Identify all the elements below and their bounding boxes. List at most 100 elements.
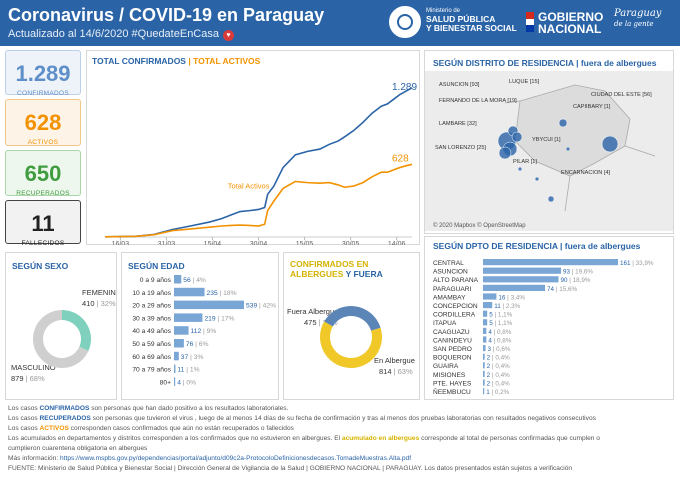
district-dot xyxy=(565,146,571,152)
fuera-slice xyxy=(324,306,381,331)
edad-bar xyxy=(174,275,182,284)
edad-bar xyxy=(174,300,244,310)
edad-sep: | xyxy=(181,379,186,386)
edad-bar-chart: 0 a 9 años 56 | 4% 10 a 19 años 235 | 18% 20… xyxy=(132,275,276,386)
dpto-value: 4 | 0,8% xyxy=(488,337,511,344)
heart-icon: ♥ xyxy=(223,30,234,41)
dpto-sep: | xyxy=(501,303,506,310)
note-recuperados: Los casos RECUPERADOS son personas que t… xyxy=(8,414,678,424)
fuera-label: Fuera Albergue xyxy=(287,307,338,316)
note-text: Los casos xyxy=(8,425,40,432)
femenino-value: 410 xyxy=(82,299,95,308)
fallecidos-value: 11 xyxy=(31,211,55,236)
page-title: Coronavirus / COVID-19 en Paraguay xyxy=(8,5,325,25)
card-recuperados: 650 RECUPERADOS xyxy=(5,150,81,197)
edad-pct: 6% xyxy=(199,341,209,348)
x-tick-label: 30/05 xyxy=(342,241,360,245)
activos-value: 628 xyxy=(24,110,62,135)
edad-count: 11 xyxy=(177,367,184,374)
note-text: cumplieron cuarentena obligatoria en alb… xyxy=(8,445,148,452)
dpto-sep: | xyxy=(492,337,497,344)
activos-series-label: Total Activos xyxy=(228,181,270,190)
district-label: SAN LORENZO [25] xyxy=(435,145,486,151)
flag-icon xyxy=(526,12,534,32)
dpto-count: 1 xyxy=(486,389,490,396)
edad-value: 56 | 4% xyxy=(183,277,206,284)
edad-value: 76 | 6% xyxy=(186,341,209,348)
dpto-sep: | xyxy=(490,355,495,362)
dpto-value: 90 | 18,9% xyxy=(560,277,590,284)
dpto-label: ASUNCION xyxy=(433,269,468,276)
fallecidos-label: FALLECIDOS xyxy=(21,240,65,247)
map-borders xyxy=(504,100,656,212)
note-text: son personas que tuvieron el virus , lue… xyxy=(90,415,596,422)
district-label: LAMBARE [32] xyxy=(439,121,477,127)
dpto-label: ALTO PARANA xyxy=(433,277,479,284)
albergue-title-b: ALBERGUES xyxy=(290,269,344,279)
dpto-value: 2 | 0,4% xyxy=(487,380,510,387)
trend-title: TOTAL CONFIRMADOS | TOTAL ACTIVOS xyxy=(92,56,260,66)
activos-end-label: 628 xyxy=(392,153,409,164)
dpto-label: CAAGUAZU xyxy=(433,329,470,336)
trend-title-confirmados: TOTAL CONFIRMADOS xyxy=(92,56,186,66)
edad-label: 10 a 19 años xyxy=(132,290,171,297)
edad-bar xyxy=(174,351,179,361)
dpto-value: 93 | 19,6% xyxy=(563,269,593,276)
dpto-pct: 0,8% xyxy=(497,337,512,344)
dpto-bar-chart: CENTRAL 161 | 33,9%ASUNCION 93 | 19,6%ALTO… xyxy=(433,259,654,396)
note-acumulados-cont: cumplieron cuarentena obligatoria en alb… xyxy=(8,444,678,454)
dpto-value: 1 | 0,2% xyxy=(486,389,509,396)
map-credit: © 2020 Mapbox © OpenStreetMap xyxy=(433,223,526,229)
fuera-value: 475 xyxy=(304,318,317,327)
note-text: Los casos xyxy=(8,405,40,412)
x-tick-label: 15/04 xyxy=(204,241,222,245)
slogan-line2: de la gente xyxy=(614,20,654,28)
note-text: Más información: xyxy=(8,455,61,462)
trend-chart: 1.289 628 Total Activos 16/03 31/03 15/04 3… xyxy=(104,82,417,245)
note-mas-info: Más información: https://www.mspbs.gov.p… xyxy=(8,454,678,464)
dpto-label: PARAGUARI xyxy=(433,286,472,293)
edad-pct: 3% xyxy=(194,354,204,361)
dpto-value: 3 | 0,6% xyxy=(488,346,511,353)
dpto-bar xyxy=(483,345,486,352)
en-albergue-value-line: 814 | 63% xyxy=(379,367,413,376)
dpto-bar xyxy=(483,284,546,291)
masculino-sep: | xyxy=(24,374,30,383)
edad-sep: | xyxy=(191,277,196,284)
slogan-line1: Paraguay xyxy=(614,8,662,19)
x-tick-label: 15/05 xyxy=(296,241,314,245)
dpto-count: 4 xyxy=(488,329,492,336)
dpto-value: 2 | 0,4% xyxy=(487,355,510,362)
ministry-small: Ministerio de xyxy=(426,8,461,14)
edad-bar xyxy=(174,326,189,335)
note-text: corresponden casos confirmados que aún n… xyxy=(68,425,294,432)
dpto-value: 11 | 2,3% xyxy=(494,303,520,310)
dpto-label: MISIONES xyxy=(433,372,466,379)
trend-title-activos: TOTAL ACTIVOS xyxy=(193,56,261,66)
masculino-slice xyxy=(32,310,89,368)
protocol-link[interactable]: https://www.mspbs.gov.py/dependencias/po… xyxy=(60,455,412,462)
confirmados-label: CONFIRMADOS xyxy=(16,90,70,97)
recuperados-label: RECUPERADOS xyxy=(16,190,70,197)
district-dot xyxy=(534,176,540,182)
gobierno-logo: GOBIERNO NACIONAL xyxy=(538,11,603,35)
dpto-label: GUAIRA xyxy=(433,363,459,370)
confirmados-value: 1.289 xyxy=(15,61,71,86)
edad-bar xyxy=(174,377,176,386)
gobierno-line2: NACIONAL xyxy=(538,22,602,36)
en-albergue-pct: 63% xyxy=(398,367,413,376)
ministry-line2: Y BIENESTAR SOCIAL xyxy=(426,23,517,33)
dpto-pct: 0,2% xyxy=(495,389,510,396)
dpto-bar xyxy=(483,259,618,266)
dpto-count: 2 xyxy=(487,380,491,387)
map-labels: ASUNCION [93] LUQUE [15] FERNANDO DE LA MO… xyxy=(435,79,652,176)
district-label: LUQUE [15] xyxy=(509,79,540,85)
edad-label: 30 a 39 años xyxy=(132,315,171,322)
dpto-value: 4 | 0,8% xyxy=(488,329,511,336)
note-confirmados: Los casos CONFIRMADOS son personas que h… xyxy=(8,404,678,414)
x-tick-label: 14/06 xyxy=(388,241,406,245)
dpto-sep: | xyxy=(554,286,559,293)
edad-value: 112 | 9% xyxy=(191,328,217,335)
dpto-label: SAN PEDRO xyxy=(433,346,472,353)
dpto-label: ÑEEMBUCU xyxy=(433,387,471,396)
